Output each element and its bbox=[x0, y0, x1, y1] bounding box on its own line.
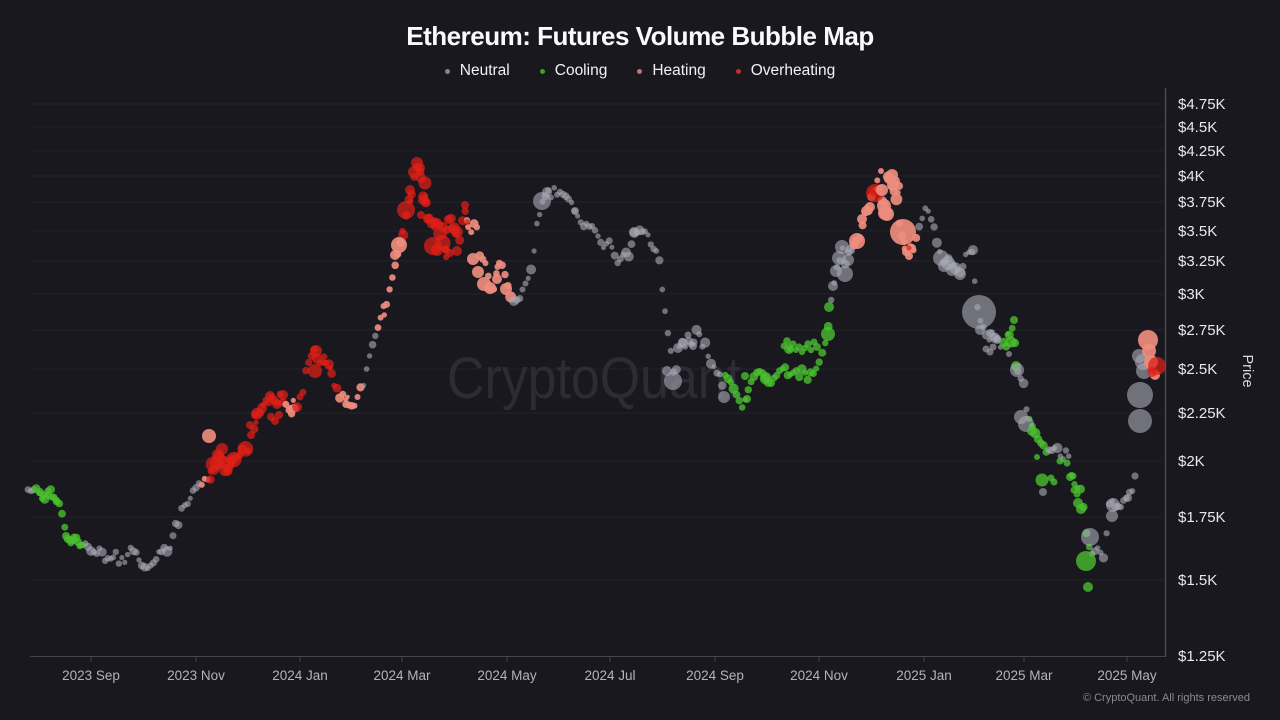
svg-text:$4.25K: $4.25K bbox=[1178, 143, 1226, 160]
svg-text:$3K: $3K bbox=[1178, 286, 1205, 303]
svg-text:$3.75K: $3.75K bbox=[1178, 194, 1226, 211]
svg-text:2025 Jan: 2025 Jan bbox=[896, 668, 952, 683]
svg-text:2024 Sep: 2024 Sep bbox=[686, 668, 744, 683]
svg-text:2023 Sep: 2023 Sep bbox=[62, 668, 120, 683]
svg-text:$2K: $2K bbox=[1178, 453, 1205, 470]
svg-text:$1.75K: $1.75K bbox=[1178, 509, 1226, 526]
svg-text:2024 Jan: 2024 Jan bbox=[272, 668, 328, 683]
svg-text:CryptoQuant: CryptoQuant bbox=[447, 346, 741, 411]
svg-text:2025 May: 2025 May bbox=[1097, 668, 1157, 683]
svg-text:2024 Jul: 2024 Jul bbox=[584, 668, 635, 683]
svg-text:2025 Mar: 2025 Mar bbox=[995, 668, 1053, 683]
svg-text:2023 Nov: 2023 Nov bbox=[167, 668, 225, 683]
svg-text:$2.5K: $2.5K bbox=[1178, 361, 1217, 378]
svg-text:© CryptoQuant. All rights rese: © CryptoQuant. All rights reserved bbox=[1083, 692, 1250, 704]
svg-text:2024 Mar: 2024 Mar bbox=[373, 668, 431, 683]
svg-text:$3.5K: $3.5K bbox=[1178, 223, 1217, 240]
svg-text:$4.5K: $4.5K bbox=[1178, 119, 1217, 136]
svg-text:$2.25K: $2.25K bbox=[1178, 405, 1226, 422]
svg-text:2024 May: 2024 May bbox=[477, 668, 537, 683]
svg-text:2024 Nov: 2024 Nov bbox=[790, 668, 848, 683]
svg-text:$2.75K: $2.75K bbox=[1178, 322, 1226, 339]
svg-text:Price: Price bbox=[1239, 354, 1255, 387]
svg-text:$3.25K: $3.25K bbox=[1178, 253, 1226, 270]
svg-text:$4.75K: $4.75K bbox=[1178, 96, 1226, 113]
svg-text:$1.5K: $1.5K bbox=[1178, 572, 1217, 589]
svg-text:$1.25K: $1.25K bbox=[1178, 648, 1226, 665]
svg-text:$4K: $4K bbox=[1178, 168, 1205, 185]
